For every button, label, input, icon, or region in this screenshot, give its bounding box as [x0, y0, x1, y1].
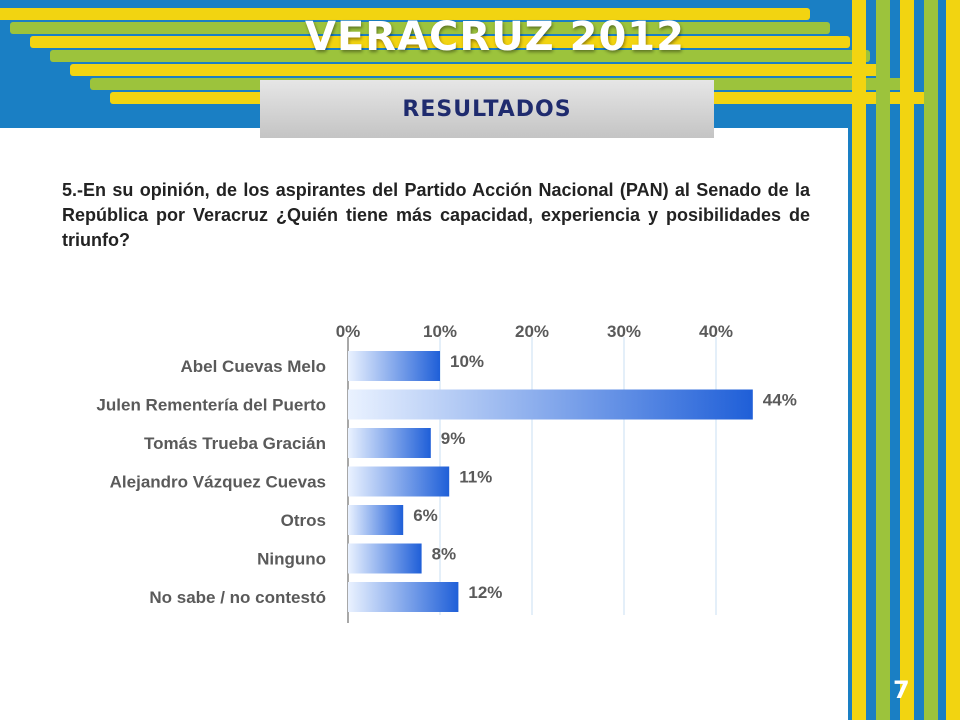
- decorative-stripe: [924, 0, 938, 720]
- x-tick-label: 10%: [423, 322, 457, 341]
- category-label: Abel Cuevas Melo: [181, 357, 327, 376]
- category-label: No sabe / no contestó: [149, 588, 326, 607]
- decorative-stripe: [852, 0, 866, 720]
- value-label: 44%: [763, 391, 797, 410]
- decorative-stripe: [900, 0, 914, 720]
- x-tick-label: 30%: [607, 322, 641, 341]
- value-label: 11%: [459, 468, 492, 487]
- value-label: 10%: [450, 352, 484, 371]
- value-label: 6%: [413, 506, 438, 525]
- value-label: 8%: [432, 545, 457, 564]
- bar: [348, 582, 459, 612]
- category-label: Otros: [281, 511, 326, 530]
- category-label: Julen Rementería del Puerto: [96, 396, 326, 415]
- category-label: Alejandro Vázquez Cuevas: [110, 473, 326, 492]
- content-panel: [0, 128, 848, 720]
- x-tick-label: 40%: [699, 322, 733, 341]
- x-tick-label: 0%: [336, 322, 361, 341]
- decorative-stripe: [876, 0, 890, 720]
- decorative-stripe: [946, 0, 960, 720]
- decorative-stripe: [30, 36, 850, 48]
- section-title: RESULTADOS: [402, 96, 572, 122]
- category-label: Tomás Trueba Gracián: [144, 434, 326, 453]
- decorative-stripe: [70, 64, 890, 76]
- category-label: Ninguno: [257, 550, 326, 569]
- bar: [348, 466, 450, 497]
- page-title: VERACRUZ 2012: [305, 14, 685, 60]
- x-tick-label: 20%: [515, 322, 549, 341]
- bar: [348, 543, 422, 574]
- section-header-box: RESULTADOS: [260, 80, 714, 138]
- bar-chart: 0% 10% 20% 30% 40% Abel Cuevas Melo 10% Julen R…: [96, 322, 797, 623]
- bar: [348, 505, 404, 535]
- bar: [348, 351, 440, 381]
- bar: [348, 389, 753, 420]
- decorative-stripe: [0, 8, 810, 20]
- page-number: 7: [893, 676, 910, 704]
- decorative-stripe: [10, 22, 830, 34]
- survey-question: 5.-En su opinión, de los aspirantes del …: [62, 180, 810, 250]
- decorative-stripe: [50, 50, 870, 62]
- bar: [348, 428, 431, 458]
- value-label: 12%: [468, 583, 502, 602]
- value-label: 9%: [441, 429, 466, 448]
